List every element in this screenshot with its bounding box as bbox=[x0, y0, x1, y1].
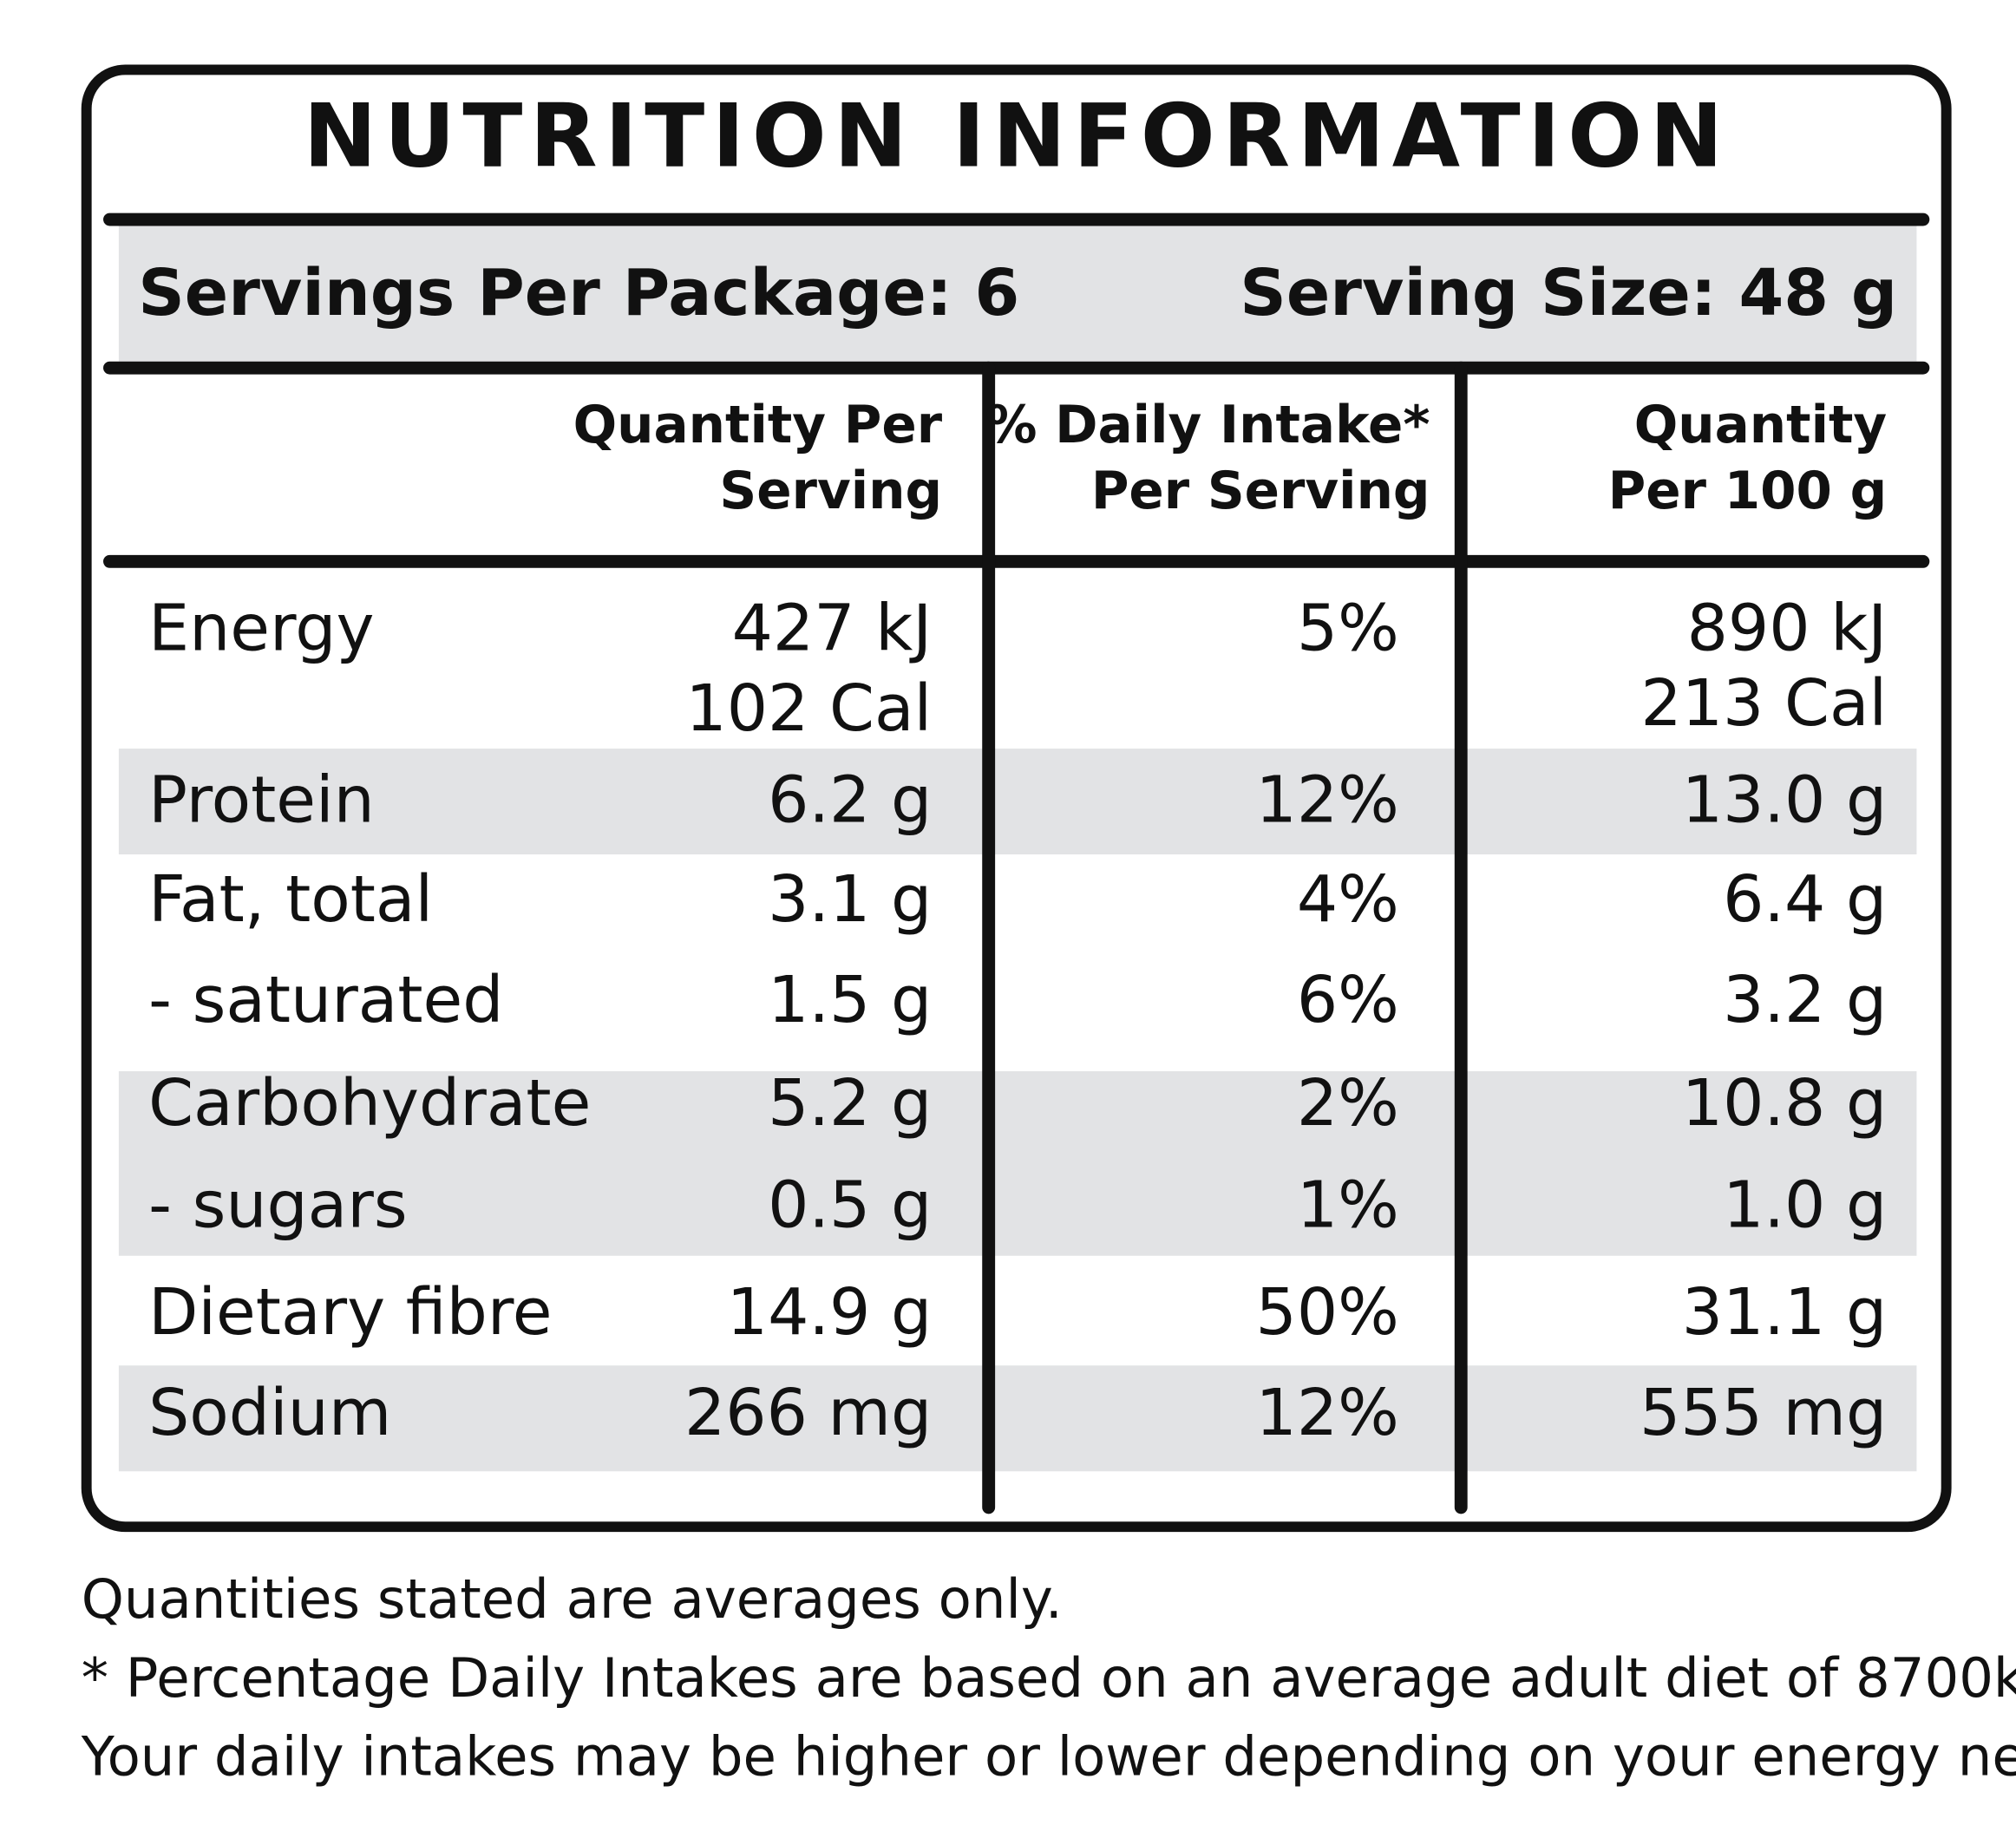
per-100g-value: 890 kJ bbox=[1687, 591, 1888, 666]
daily-intake-value: 12% bbox=[1256, 1375, 1399, 1450]
daily-intake-value: 5% bbox=[1297, 591, 1399, 666]
per-serving-value: 266 mg bbox=[684, 1375, 932, 1450]
column-header: % Daily Intake* bbox=[985, 396, 1430, 455]
daily-intake-value: 50% bbox=[1256, 1274, 1399, 1350]
per-100g-value: 13.0 g bbox=[1682, 762, 1887, 838]
daily-intake-value: 6% bbox=[1297, 962, 1399, 1037]
column-header: Serving bbox=[719, 461, 942, 521]
footnote: * Percentage Daily Intakes are based on … bbox=[82, 1646, 2016, 1710]
row-band bbox=[118, 1365, 1917, 1472]
nutrient-name: Fat, total bbox=[148, 861, 433, 937]
nutrient-name: Dietary fibre bbox=[148, 1274, 552, 1350]
per-serving-value: 6.2 g bbox=[768, 762, 932, 838]
per-serving-value: 427 kJ bbox=[732, 591, 933, 666]
per-100g-value: 213 Cal bbox=[1640, 665, 1887, 741]
nutrient-name: Carbohydrate bbox=[148, 1065, 591, 1141]
nutrient-name: Sodium bbox=[148, 1375, 391, 1450]
footnote: Your daily intakes may be higher or lowe… bbox=[81, 1725, 2016, 1789]
per-100g-value: 3.2 g bbox=[1723, 962, 1887, 1037]
per-serving-value: 14.9 g bbox=[727, 1274, 932, 1350]
daily-intake-value: 12% bbox=[1256, 762, 1399, 838]
per-serving-value: 102 Cal bbox=[685, 670, 932, 746]
row-band bbox=[118, 1071, 1917, 1256]
row-band bbox=[118, 749, 1917, 855]
per-serving-value: 0.5 g bbox=[768, 1168, 932, 1243]
nutrient-name: - saturated bbox=[148, 962, 503, 1037]
column-header: Per Serving bbox=[1091, 461, 1430, 521]
daily-intake-value: 2% bbox=[1297, 1065, 1399, 1141]
per-100g-value: 555 mg bbox=[1640, 1375, 1887, 1450]
servings-per-package: Servings Per Package: 6 bbox=[138, 255, 1019, 330]
per-100g-value: 31.1 g bbox=[1682, 1274, 1887, 1350]
outer-border bbox=[81, 64, 1952, 1533]
per-serving-value: 1.5 g bbox=[768, 962, 932, 1037]
serving-size: Serving Size: 48 g bbox=[1240, 255, 1897, 330]
title: NUTRITION INFORMATION bbox=[304, 85, 1724, 187]
daily-intake-value: 4% bbox=[1297, 861, 1399, 937]
per-serving-value: 3.1 g bbox=[768, 861, 932, 937]
column-header: Quantity Per bbox=[573, 396, 943, 455]
per-serving-value: 5.2 g bbox=[768, 1065, 932, 1141]
nutrient-name: - sugars bbox=[148, 1168, 407, 1243]
nutrient-name: Protein bbox=[148, 762, 375, 838]
daily-intake-value: 1% bbox=[1297, 1168, 1399, 1243]
column-header: Quantity bbox=[1634, 396, 1888, 455]
footnote: Quantities stated are averages only. bbox=[82, 1567, 1063, 1631]
per-100g-value: 10.8 g bbox=[1682, 1065, 1887, 1141]
per-100g-value: 6.4 g bbox=[1723, 861, 1887, 937]
nutrient-name: Energy bbox=[148, 591, 374, 666]
column-header: Per 100 g bbox=[1608, 461, 1888, 521]
per-100g-value: 1.0 g bbox=[1723, 1168, 1887, 1243]
servings-band bbox=[118, 226, 1917, 362]
